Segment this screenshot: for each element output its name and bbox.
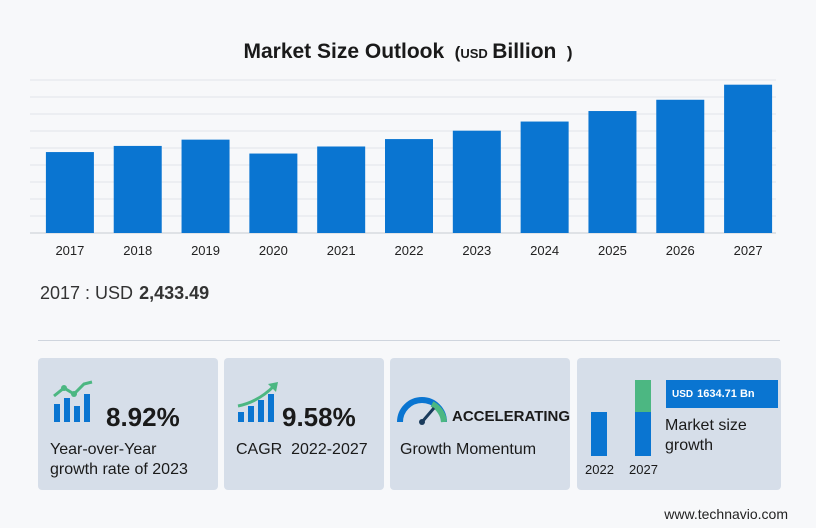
badge-currency: USD: [672, 389, 694, 400]
footer-url: www.technavio.com: [664, 506, 788, 522]
badge-value: 1634.71 Bn: [697, 388, 755, 400]
title-paren-close: ): [566, 43, 573, 62]
bar-chart: 2017 2018 2019 2020 2021 2022 2023 2024 2025 2026…: [30, 79, 776, 258]
card-yoy: 8.92% Year-over-Year growth rate of 2023: [38, 358, 218, 490]
divider: [38, 340, 780, 341]
bar-2026: [656, 99, 705, 233]
x-tick-label-2019: 2019: [191, 243, 220, 258]
x-tick-label-2024: 2024: [530, 243, 559, 258]
gauge-icon: [397, 397, 447, 425]
x-tick-label-2020: 2020: [259, 243, 288, 258]
card-market: 2022 2027 Market size growth: [577, 358, 781, 490]
card-momentum: ACCELERATING Growth Momentum: [390, 358, 570, 490]
bar-growth-icon: [53, 380, 93, 422]
bar-2019: [181, 139, 230, 233]
bar-2025: [588, 111, 637, 233]
market-label-2: growth: [665, 437, 714, 454]
yoy-label-2: growth rate of 2023: [50, 461, 188, 478]
x-tick-label-2022: 2022: [395, 243, 424, 258]
bar-2021: [317, 146, 366, 233]
x-tick-label-2023: 2023: [462, 243, 491, 258]
title-paren-open: (: [454, 43, 461, 62]
yoy-label-1: Year-over-Year: [50, 441, 157, 458]
momentum-label: Growth Momentum: [400, 441, 537, 458]
cagr-value: 9.58%: [282, 402, 356, 432]
title-main: Market Size Outlook: [243, 40, 445, 63]
market-label-1: Market size: [665, 417, 747, 434]
chart-title: Market Size Outlook (USD Billion ): [0, 40, 816, 64]
mini-year-start: 2022: [585, 462, 614, 477]
bar-2020: [249, 153, 298, 233]
momentum-value: ACCELERATING: [452, 408, 571, 425]
market-growth-mini-chart: [591, 380, 651, 456]
title-currency: USD: [460, 46, 488, 61]
yoy-value: 8.92%: [106, 402, 180, 432]
bar-2027: [724, 84, 773, 233]
cagr-label: CAGR 2022-2027: [236, 441, 368, 458]
x-tick-label-2021: 2021: [327, 243, 356, 258]
mini-bar-2027-base: [635, 412, 651, 456]
bar-2024: [520, 121, 569, 233]
summary-value: 2,433.49: [139, 283, 210, 303]
market-growth-badge: USD 1634.71 Bn: [666, 380, 778, 408]
x-tick-label-2025: 2025: [598, 243, 627, 258]
bar-2023: [452, 130, 501, 233]
card-cagr: 9.58% CAGR 2022-2027: [224, 358, 384, 490]
bar-2017: [45, 152, 94, 233]
bar-2022: [385, 139, 433, 233]
x-tick-label-2026: 2026: [666, 243, 695, 258]
trend-up-icon: [237, 382, 278, 422]
summary-label: 2017 : USD: [40, 283, 134, 303]
mini-bar-2027-growth: [635, 380, 651, 412]
mini-year-end: 2027: [629, 462, 658, 477]
x-tick-label-2017: 2017: [55, 243, 84, 258]
summary-2017: 2017 : USD 2,433.49: [40, 283, 209, 304]
x-tick-label-2027: 2027: [734, 243, 763, 258]
bar-2018: [113, 145, 162, 233]
x-tick-label-2018: 2018: [123, 243, 152, 258]
mini-bar-2022: [591, 412, 607, 456]
title-unit: Billion: [492, 40, 557, 63]
